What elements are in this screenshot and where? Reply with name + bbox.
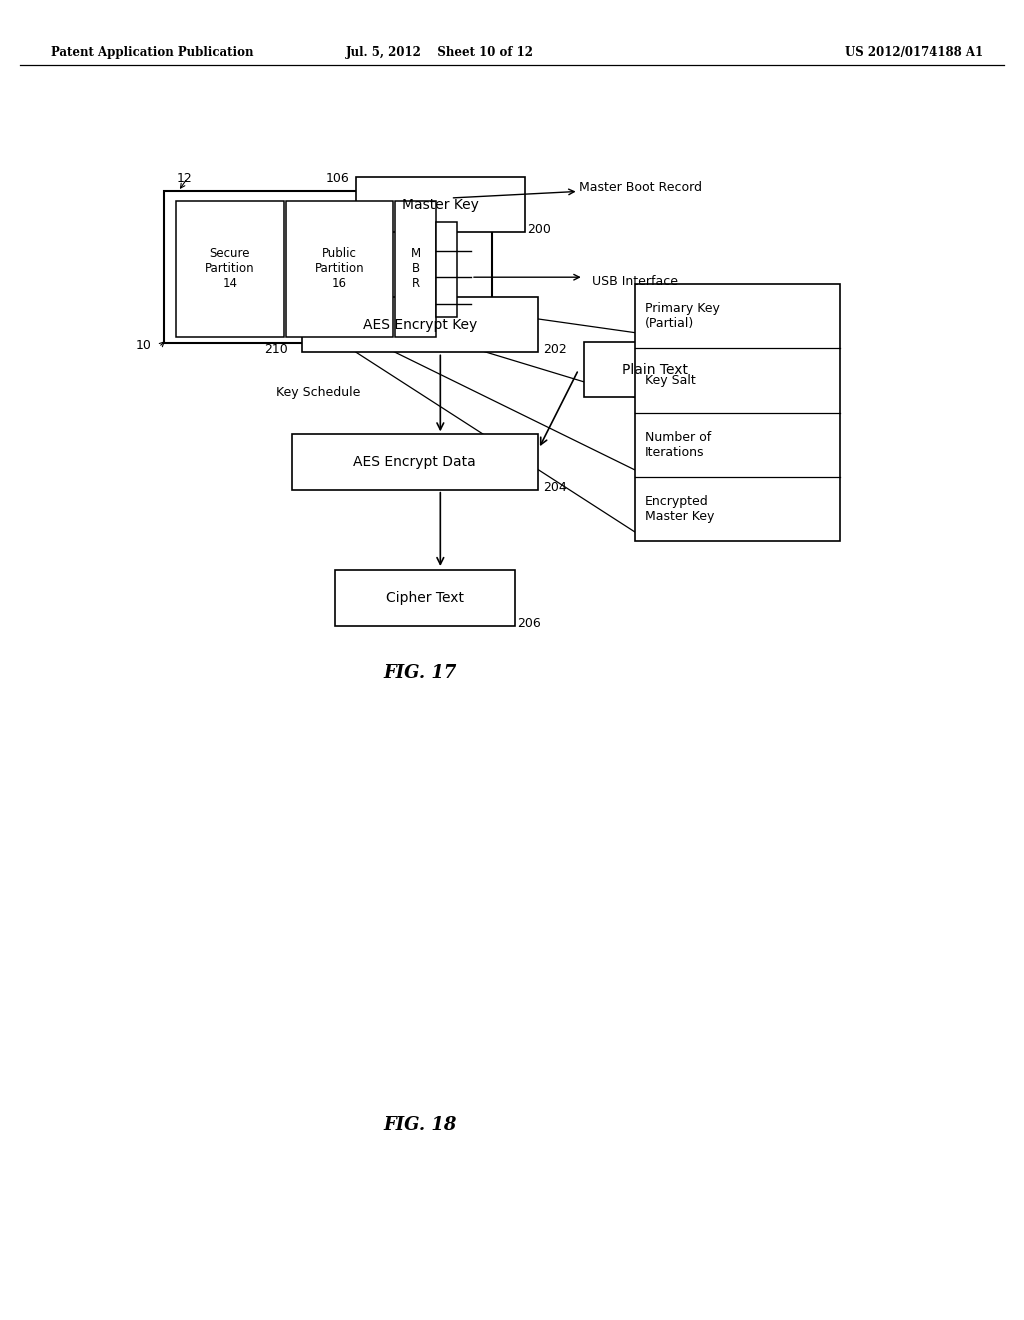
Text: Cipher Text: Cipher Text [386, 591, 464, 605]
Text: 210: 210 [264, 343, 289, 356]
Text: Number of
Iterations: Number of Iterations [645, 430, 712, 458]
Text: M
B
R: M B R [411, 247, 421, 290]
FancyBboxPatch shape [302, 297, 538, 352]
Text: USB Interface: USB Interface [592, 275, 678, 288]
FancyBboxPatch shape [584, 342, 727, 397]
Text: AES Encrypt Data: AES Encrypt Data [353, 455, 476, 469]
Text: Plain Text: Plain Text [623, 363, 688, 376]
Text: 202: 202 [543, 343, 566, 356]
Text: 204: 204 [543, 480, 566, 494]
Text: Master Boot Record: Master Boot Record [579, 181, 701, 194]
Text: 10: 10 [135, 339, 152, 352]
Text: FIG. 17: FIG. 17 [383, 664, 457, 682]
Text: Primary Key
(Partial): Primary Key (Partial) [645, 302, 720, 330]
FancyBboxPatch shape [395, 201, 436, 337]
Text: Public
Partition
16: Public Partition 16 [314, 247, 365, 290]
Text: FIG. 18: FIG. 18 [383, 1115, 457, 1134]
FancyBboxPatch shape [336, 570, 514, 626]
FancyBboxPatch shape [436, 222, 457, 317]
Text: 12: 12 [177, 172, 193, 185]
Text: Encrypted
Master Key: Encrypted Master Key [645, 495, 715, 523]
Text: 200: 200 [527, 223, 551, 236]
Text: Master Key: Master Key [401, 198, 479, 211]
Text: US 2012/0174188 A1: US 2012/0174188 A1 [845, 46, 983, 59]
FancyBboxPatch shape [176, 201, 284, 337]
FancyBboxPatch shape [635, 284, 840, 541]
Text: Jul. 5, 2012    Sheet 10 of 12: Jul. 5, 2012 Sheet 10 of 12 [346, 46, 535, 59]
Text: Key Salt: Key Salt [645, 374, 696, 387]
Text: 106: 106 [326, 172, 350, 185]
FancyBboxPatch shape [286, 201, 393, 337]
Text: Secure
Partition
14: Secure Partition 14 [205, 247, 255, 290]
Text: AES Encrypt Key: AES Encrypt Key [362, 318, 477, 331]
Text: 208: 208 [732, 341, 756, 354]
FancyBboxPatch shape [356, 177, 524, 232]
Text: 206: 206 [517, 616, 541, 630]
Text: Patent Application Publication: Patent Application Publication [51, 46, 254, 59]
FancyBboxPatch shape [292, 434, 538, 490]
FancyBboxPatch shape [164, 191, 492, 343]
Text: Key Schedule: Key Schedule [276, 385, 360, 399]
